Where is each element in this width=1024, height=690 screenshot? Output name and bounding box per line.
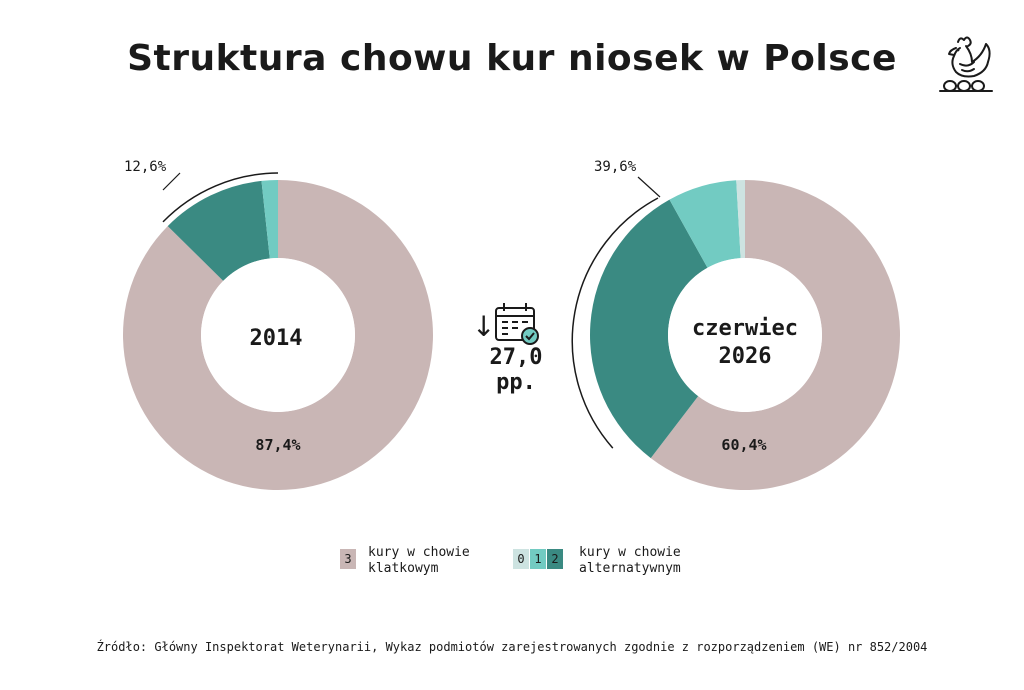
source-note: Źródło: Główny Inspektorat Weterynarii, … [96, 640, 928, 654]
donut-slice-3 [123, 180, 434, 490]
donut-slice-2 [590, 199, 708, 459]
donut-2014 [123, 180, 434, 490]
alt-leader-2026 [637, 176, 661, 198]
calendar-check-icon [495, 303, 539, 345]
cage-pct-label-2014: 87,4% [255, 436, 300, 454]
donut-slice-1 [669, 180, 741, 268]
alt-pct-label-2014: 12,6% [124, 159, 167, 175]
legend-alt-line2: alternatywnym [579, 561, 681, 576]
donut-slice-2 [167, 180, 270, 281]
legend-cage-line1: kury w chowie [368, 545, 470, 560]
donut-hole [668, 258, 822, 412]
legend-cage-line2: klatkowym [368, 561, 439, 576]
donut-hole [201, 258, 355, 412]
donut-2026 [590, 180, 900, 490]
chart-title: Struktura chowu kur niosek w Polsce [127, 38, 897, 79]
hen-logo-icon [939, 36, 993, 92]
center-label-2014: 2014 [250, 326, 303, 351]
alt-pct-label-2026: 39,6% [594, 159, 637, 175]
donut-slice-3 [650, 180, 900, 490]
center-label-2026-line2: 2026 [719, 344, 772, 369]
legend-swatch-0: 0 [513, 549, 529, 569]
change-value: 27,0 pp. [489, 345, 543, 395]
legend-alt-line1: kury w chowie [579, 545, 681, 560]
alt-bracket-2014 [162, 172, 279, 223]
cage-pct-label-2026: 60,4% [721, 436, 766, 454]
legend-swatch-2: 2 [547, 549, 563, 569]
alt-leader-2014 [162, 172, 181, 191]
down-arrow-icon: ↓ [472, 310, 495, 343]
legend-swatch-3: 3 [340, 549, 356, 569]
change-indicator: ↓ [472, 303, 539, 345]
alt-bracket-2026 [571, 197, 659, 449]
center-label-2026-line1: czerwiec [692, 316, 798, 341]
donut-slice-0 [736, 180, 745, 259]
legend-swatch-1: 1 [530, 549, 546, 569]
donut-slice-1 [261, 180, 278, 259]
